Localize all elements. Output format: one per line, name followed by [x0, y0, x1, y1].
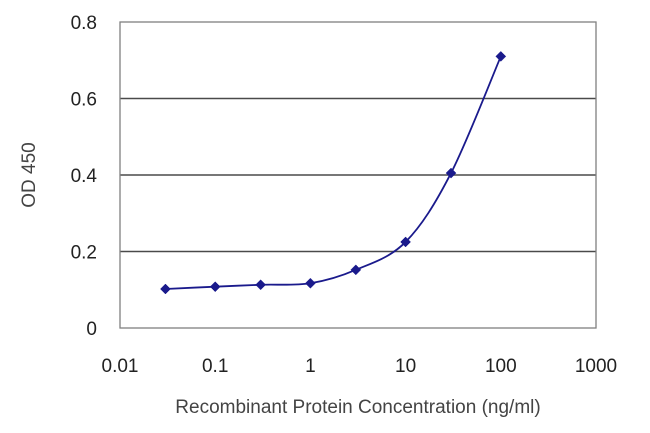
data-point — [209, 281, 221, 293]
x-axis-title: Recombinant Protein Concentration (ng/ml… — [175, 397, 540, 418]
grid-lines — [120, 97, 596, 253]
x-tick-label: 10 — [395, 356, 416, 377]
x-tick-label: 0.1 — [202, 356, 228, 377]
y-tick-labels: 0 0.2 0.4 0.6 0.8 — [71, 13, 98, 340]
y-tick-label: 0.2 — [71, 243, 97, 264]
y-tick-label: 0.8 — [71, 13, 97, 34]
x-tick-label: 0.01 — [102, 356, 139, 377]
data-point — [495, 51, 507, 62]
y-axis-title: OD 450 — [19, 142, 40, 207]
data-point — [160, 283, 171, 295]
x-tick-labels: 0.01 0.1 1 10 100 1000 — [102, 356, 618, 377]
y-tick-label: 0.6 — [71, 90, 97, 111]
plot-frame — [119, 21, 597, 329]
y-tick-label: 0 — [86, 319, 97, 340]
x-tick-label: 1 — [305, 356, 316, 377]
data-point — [400, 236, 411, 248]
data-point — [255, 279, 266, 291]
series-layer — [160, 51, 507, 295]
x-tick-label: 100 — [485, 356, 517, 377]
x-tick-label: 1000 — [575, 356, 617, 377]
y-tick-label: 0.4 — [71, 166, 98, 187]
data-point — [445, 167, 457, 179]
data-point — [305, 277, 316, 289]
data-point — [350, 264, 362, 276]
